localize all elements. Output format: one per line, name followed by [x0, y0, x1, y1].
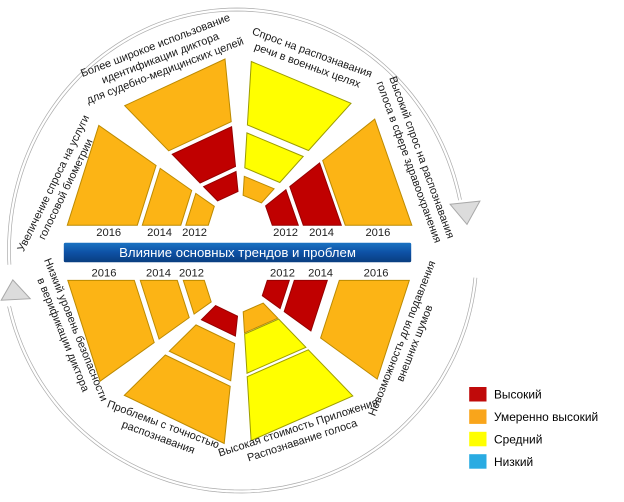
svg-text:2014: 2014: [146, 268, 171, 280]
svg-text:Умеренно высокий: Умеренно высокий: [494, 410, 598, 424]
svg-text:2016: 2016: [364, 268, 389, 280]
svg-text:2016: 2016: [92, 268, 117, 280]
svg-text:Низкий: Низкий: [494, 455, 533, 469]
svg-text:2016: 2016: [365, 227, 390, 239]
svg-text:2016: 2016: [96, 227, 121, 239]
svg-text:Высокий: Высокий: [494, 388, 542, 402]
svg-text:2012: 2012: [179, 268, 204, 280]
svg-text:2014: 2014: [309, 227, 334, 239]
svg-text:Влияние основных трендов и про: Влияние основных трендов и проблем: [119, 245, 356, 260]
svg-text:Средний: Средний: [494, 433, 542, 447]
svg-text:2012: 2012: [273, 227, 298, 239]
svg-text:2014: 2014: [308, 268, 333, 280]
svg-text:2012: 2012: [182, 227, 207, 239]
svg-text:2014: 2014: [147, 227, 172, 239]
svg-text:2012: 2012: [270, 268, 295, 280]
